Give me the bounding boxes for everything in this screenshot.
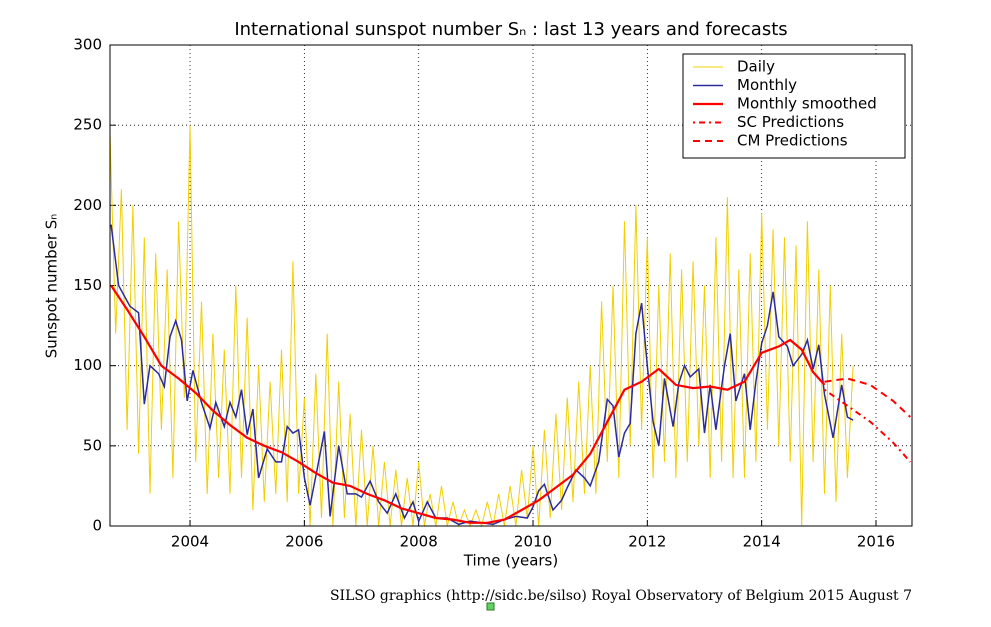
x-tick-label: 2014 — [743, 533, 781, 551]
y-tick-label: 200 — [73, 196, 102, 214]
x-tick-label: 2010 — [514, 533, 552, 551]
y-tick-label: 50 — [83, 436, 102, 454]
y-tick-label: 100 — [73, 356, 102, 374]
x-axis-label: Time (years) — [463, 552, 558, 570]
legend-label: Monthly smoothed — [737, 95, 877, 113]
series-line — [109, 125, 854, 528]
legend-label: SC Predictions — [737, 113, 844, 131]
y-tick-label: 300 — [73, 36, 102, 54]
legend-label: Monthly — [737, 76, 797, 94]
series-line — [110, 284, 826, 524]
plot-frame — [109, 44, 913, 527]
x-tick-label: 2006 — [285, 533, 323, 551]
x-tick-label: 2004 — [171, 533, 209, 551]
x-tick-label: 2008 — [400, 533, 438, 551]
x-tick-label: 2012 — [628, 533, 666, 551]
series-line — [823, 388, 912, 463]
y-axis-label: Sunspot number Sₙ — [43, 214, 61, 359]
footer: SILSO graphics (http://sidc.be/silso) Ro… — [330, 588, 912, 604]
y-tick-label: 250 — [73, 116, 102, 134]
y-tick-label: 150 — [73, 276, 102, 294]
x-tick-label: 2016 — [857, 533, 895, 551]
legend-label: CM Predictions — [737, 132, 848, 150]
series-line — [824, 377, 911, 418]
marker-icon — [486, 602, 495, 611]
y-tick-label: 0 — [92, 517, 102, 535]
chart-title: International sunspot number Sₙ : last 1… — [234, 19, 787, 40]
legend-label: Daily — [737, 58, 775, 76]
